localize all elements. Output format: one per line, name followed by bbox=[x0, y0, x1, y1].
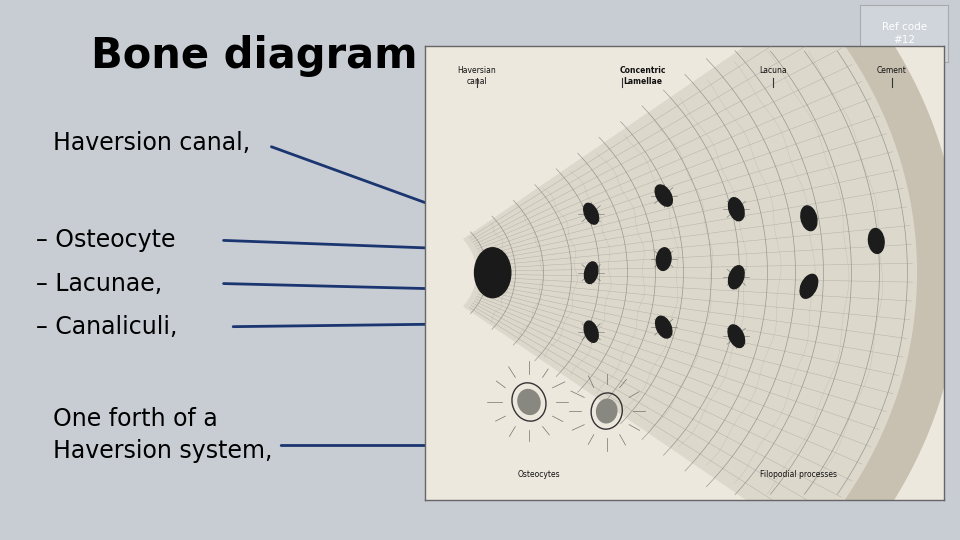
Ellipse shape bbox=[656, 316, 672, 338]
Polygon shape bbox=[464, 0, 959, 540]
Polygon shape bbox=[811, 0, 959, 540]
Text: Filopodial processes: Filopodial processes bbox=[760, 470, 837, 479]
Ellipse shape bbox=[657, 248, 671, 271]
Text: – Lacunae,: – Lacunae, bbox=[36, 272, 162, 295]
Ellipse shape bbox=[729, 266, 744, 289]
Ellipse shape bbox=[585, 262, 598, 284]
Ellipse shape bbox=[869, 228, 884, 253]
Text: Ref code
#12: Ref code #12 bbox=[881, 22, 927, 45]
Text: Lacuna: Lacuna bbox=[758, 66, 786, 75]
Ellipse shape bbox=[800, 274, 818, 298]
Ellipse shape bbox=[801, 206, 817, 231]
Ellipse shape bbox=[584, 321, 598, 342]
Text: Concentric
Lamellae: Concentric Lamellae bbox=[620, 66, 666, 86]
Ellipse shape bbox=[729, 198, 744, 221]
Ellipse shape bbox=[728, 325, 745, 348]
Text: Bone diagram: Bone diagram bbox=[91, 35, 418, 77]
Ellipse shape bbox=[517, 389, 540, 414]
Text: – Osteocyte: – Osteocyte bbox=[36, 228, 176, 252]
Ellipse shape bbox=[584, 204, 599, 224]
Text: Haversion system,: Haversion system, bbox=[53, 439, 273, 463]
Text: Compact bone: Compact bone bbox=[597, 57, 718, 75]
Ellipse shape bbox=[655, 185, 672, 206]
Text: – Canaliculi,: – Canaliculi, bbox=[36, 315, 178, 339]
Text: One forth of a: One forth of a bbox=[53, 407, 218, 430]
Ellipse shape bbox=[596, 399, 617, 423]
Text: Cement: Cement bbox=[876, 66, 907, 75]
Text: Osteocytes: Osteocytes bbox=[518, 470, 561, 479]
Ellipse shape bbox=[474, 248, 511, 298]
Text: Haversian
canal: Haversian canal bbox=[458, 66, 496, 86]
Text: Haversion canal,: Haversion canal, bbox=[53, 131, 250, 155]
